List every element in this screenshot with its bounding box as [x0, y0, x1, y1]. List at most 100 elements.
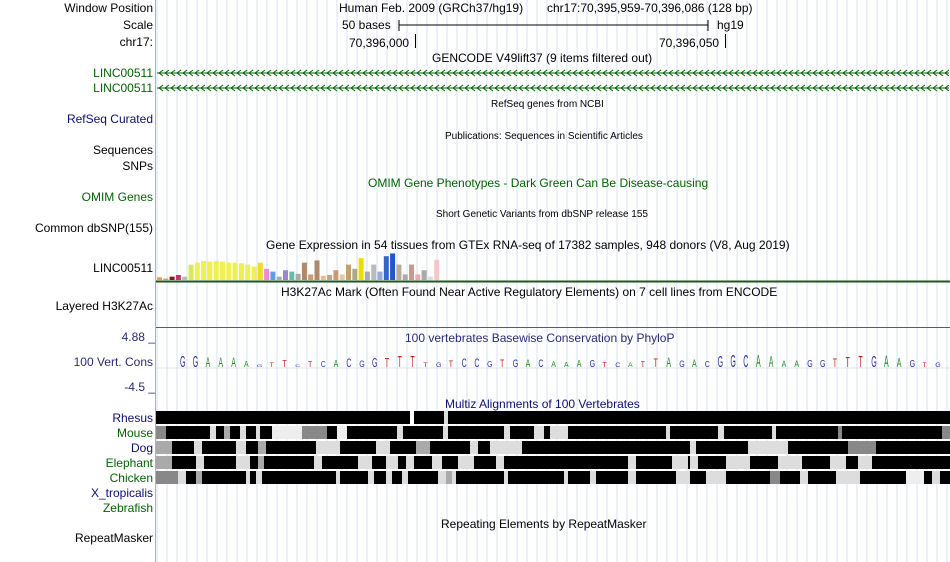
gtex-tissue-bar: [289, 271, 295, 280]
strand-chevron: [278, 84, 284, 92]
alignment-block: [156, 411, 410, 424]
strand-chevron: [680, 84, 686, 92]
strand-chevron: [848, 84, 854, 92]
alignment-block: [403, 426, 443, 439]
strand-chevron: [392, 69, 398, 77]
alignment-block: [444, 411, 448, 424]
alignment-block: [940, 471, 950, 484]
strand-chevron: [428, 84, 434, 92]
strand-chevron: [386, 84, 392, 92]
gtex-tissue-bar: [207, 261, 213, 280]
strand-chevron: [944, 69, 949, 77]
alignment-block: [316, 441, 340, 454]
strand-chevron: [458, 84, 464, 92]
multiz-species-zebrafish[interactable]: Zebrafish: [102, 501, 153, 515]
gencode-transcript-1[interactable]: [157, 66, 949, 80]
strand-chevron: [740, 69, 746, 77]
alignment-block: [372, 456, 386, 469]
alignment-block: [522, 441, 690, 454]
alignment-block: [240, 426, 246, 439]
strand-chevron: [746, 84, 752, 92]
cons-base: G: [730, 351, 735, 371]
gtex-tissue-bar: [295, 273, 301, 280]
alignment-block: [390, 441, 416, 454]
dbsnp-label[interactable]: Common dbSNP(155): [34, 221, 153, 235]
multiz-species-dog[interactable]: Dog: [130, 441, 153, 455]
strand-chevron: [752, 84, 758, 92]
gtex-label[interactable]: LINC00511: [93, 261, 153, 275]
position-readout[interactable]: chr17:70,395,959-70,396,086 (128 bp): [547, 1, 753, 15]
omim-label[interactable]: OMIM Genes: [81, 190, 153, 204]
alignment-block: [490, 441, 522, 454]
alignment-block: [397, 426, 403, 439]
alignment-block: [216, 426, 224, 439]
publications-label[interactable]: Sequences: [92, 143, 153, 157]
strand-chevron: [878, 84, 884, 92]
gencode-item-label-2[interactable]: LINC00511: [93, 81, 153, 95]
strand-chevron: [452, 84, 458, 92]
strand-chevron: [338, 69, 344, 77]
strand-chevron: [296, 84, 302, 92]
strand-chevron: [842, 84, 848, 92]
alignment-block: [458, 456, 474, 469]
cons-base: A: [244, 360, 249, 370]
strand-chevron: [560, 84, 566, 92]
gtex-tissue-bar: [264, 268, 270, 280]
strand-chevron: [368, 84, 374, 92]
alignment-block: [446, 471, 452, 484]
alignment-block: [260, 426, 272, 439]
gencode-item-label-1[interactable]: LINC00511: [93, 66, 153, 80]
strand-chevron: [278, 69, 284, 77]
strand-chevron: [182, 69, 188, 77]
gtex-tissue-bar: [270, 271, 276, 280]
h3k27ac-label[interactable]: Layered H3K27Ac: [55, 299, 153, 313]
gtex-tissue-bar: [238, 263, 244, 280]
strand-chevron: [734, 84, 740, 92]
strand-chevron: [326, 84, 332, 92]
cons-title: 100 vertebrates Basewise Conservation by…: [405, 331, 675, 345]
alignment-block: [246, 426, 256, 439]
strand-chevron: [464, 69, 470, 77]
multiz-species-chicken[interactable]: Chicken: [109, 471, 153, 485]
cons-base: C: [346, 357, 351, 370]
strand-chevron: [824, 84, 830, 92]
strand-chevron: [590, 84, 596, 92]
multiz-species-mouse[interactable]: Mouse: [116, 426, 153, 440]
alignment-block: [376, 441, 390, 454]
strand-chevron: [884, 69, 890, 77]
strand-chevron: [230, 84, 236, 92]
snps-label[interactable]: SNPs: [122, 159, 153, 173]
strand-chevron: [650, 69, 656, 77]
alignment-block: [322, 456, 358, 469]
strand-chevron: [896, 69, 902, 77]
gencode-transcript-2[interactable]: [157, 81, 949, 95]
gtex-tissue-bar: [364, 271, 370, 280]
alignment-block: [398, 456, 406, 469]
strand-chevron: [446, 69, 452, 77]
strand-chevron: [554, 84, 560, 92]
gtex-bar-chart[interactable]: [156, 252, 950, 284]
multiz-species-rhesus[interactable]: Rhesus: [112, 411, 153, 425]
alignment-block: [340, 441, 376, 454]
alignment-block: [358, 456, 372, 469]
refseq-label[interactable]: RefSeq Curated: [66, 112, 153, 126]
gtex-tissue-bar: [213, 260, 219, 280]
alignment-block: [670, 426, 718, 439]
strand-chevron: [794, 69, 800, 77]
repeatmasker-label[interactable]: RepeatMasker: [74, 531, 153, 545]
tick-right: [725, 34, 726, 48]
cons-label[interactable]: 100 Vert. Cons: [73, 355, 153, 369]
multiz-species-elephant[interactable]: Elephant: [105, 456, 153, 470]
strand-chevron: [938, 69, 944, 77]
multiz-species-x_tropicalis[interactable]: X_tropicalis: [90, 486, 153, 500]
cons-base: G: [679, 359, 684, 369]
alignment-block: [340, 471, 368, 484]
multiz-alignment-blocks[interactable]: [156, 410, 950, 488]
alignment-block: [337, 426, 347, 439]
strand-chevron: [542, 84, 548, 92]
strand-chevron: [860, 84, 866, 92]
alignment-block: [314, 456, 322, 469]
strand-chevron: [566, 84, 572, 92]
